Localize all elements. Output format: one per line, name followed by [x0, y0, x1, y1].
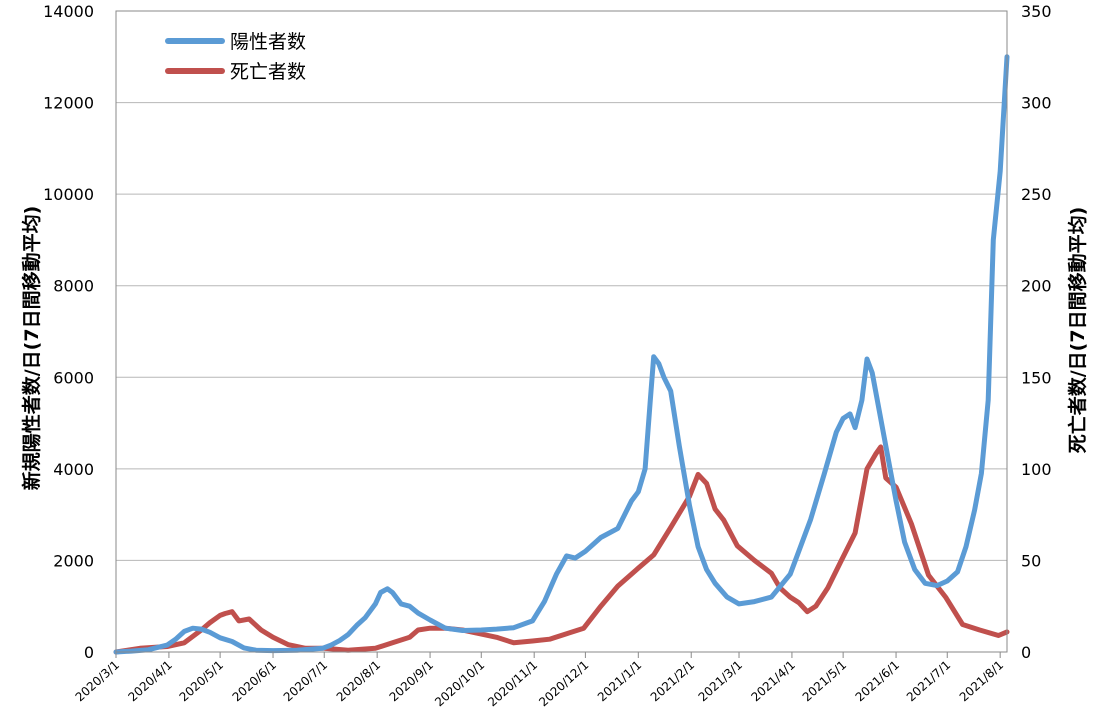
gridlines	[116, 102, 1007, 561]
x-tick-label: 2021/2/1	[648, 658, 697, 704]
right-y-tick-label: 200	[1021, 277, 1052, 296]
left-y-tick-label: 10000	[43, 185, 94, 204]
right-y-tick-label: 300	[1021, 94, 1052, 113]
x-tick-label: 2020/3/1	[73, 658, 122, 704]
x-tick-label: 2020/11/1	[485, 658, 540, 710]
series-layer	[113, 54, 1010, 655]
x-tick-label: 2020/9/1	[387, 658, 436, 704]
x-tick-label: 2020/12/1	[536, 658, 591, 710]
x-ticks: 2020/3/1 2020/4/1 2020/5/1 2020/6/1 2020/7/1…	[73, 652, 1006, 710]
x-tick-label: 2021/8/1	[957, 658, 1006, 704]
x-tick-label: 2021/3/1	[696, 658, 745, 704]
right-y-tick-label: 100	[1021, 460, 1052, 479]
x-tick-label: 2020/6/1	[230, 658, 279, 704]
legend: 陽性者数 死亡者数	[165, 31, 306, 83]
x-tick-label: 2020/5/1	[177, 658, 226, 704]
left-y-tick-label: 12000	[43, 94, 94, 113]
x-tick-label: 2021/6/1	[853, 658, 902, 704]
left-y-tick-label: 4000	[53, 460, 94, 479]
x-tick-label: 2021/1/1	[595, 658, 644, 704]
x-tick-label: 2020/10/1	[432, 658, 487, 710]
series-line-deaths	[113, 444, 1010, 655]
x-tick-label: 2020/8/1	[334, 658, 383, 704]
left-y-tick-label: 2000	[53, 551, 94, 570]
right-y-tick-label: 150	[1021, 368, 1052, 387]
legend-label-deaths: 死亡者数	[230, 61, 306, 83]
right-y-tick-label: 350	[1021, 2, 1052, 21]
right-y-tick-label: 0	[1021, 643, 1031, 662]
left-y-tick-label: 14000	[43, 2, 94, 21]
x-tick-label: 2021/5/1	[800, 658, 849, 704]
plot-border	[115, 10, 1008, 653]
x-tick-label: 2020/4/1	[125, 658, 174, 704]
plot-frame	[115, 10, 1008, 653]
left-y-ticks: 0 2000 4000 6000 8000 10000 12000 14000	[43, 2, 94, 662]
left-y-tick-label: 0	[84, 643, 94, 662]
right-y-tick-label: 50	[1021, 551, 1041, 570]
x-tick-label: 2021/4/1	[749, 658, 798, 704]
x-tick-label: 2020/7/1	[281, 658, 330, 704]
left-y-tick-label: 8000	[53, 277, 94, 296]
right-y-ticks: 0 50 100 150 200 250 300 350	[1021, 2, 1052, 662]
right-y-axis-title: 死亡者数/日(7日間移動平均)	[1066, 207, 1089, 454]
right-y-tick-label: 250	[1021, 185, 1052, 204]
legend-label-positives: 陽性者数	[230, 31, 306, 53]
left-y-axis-title: 新規陽性者数/日(7日間移動平均)	[20, 206, 43, 491]
series-line-positives	[113, 54, 1010, 655]
x-tick-label: 2021/7/1	[904, 658, 953, 704]
left-y-tick-label: 6000	[53, 368, 94, 387]
